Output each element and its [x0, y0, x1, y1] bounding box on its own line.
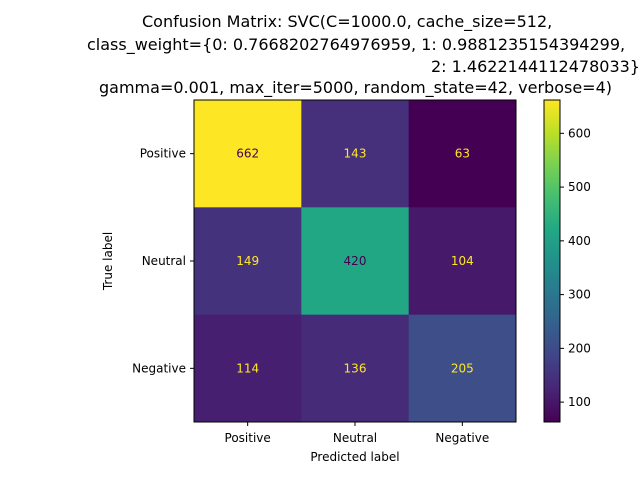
matrix-cell — [301, 207, 410, 316]
y-axis-label: True label — [101, 232, 115, 291]
y-tick-label: Positive — [140, 147, 186, 161]
matrix-cell — [408, 100, 517, 208]
cell-value-label: 420 — [344, 254, 367, 268]
matrix-cell — [408, 314, 517, 423]
chart-title-line-4: gamma=0.001, max_iter=5000, random_state… — [99, 78, 612, 97]
colorbar-tick-label: 300 — [568, 288, 591, 302]
cell-value-label: 104 — [451, 254, 474, 268]
chart-title-line-2: class_weight={0: 0.7668202764976959, 1: … — [87, 35, 626, 54]
colorbar-tick-label: 400 — [568, 234, 591, 248]
matrix-cell — [301, 314, 410, 423]
matrix-cell — [194, 207, 302, 316]
chart-title-line-1: Confusion Matrix: SVC(C=1000.0, cache_si… — [142, 12, 553, 31]
x-tick-label: Positive — [225, 431, 271, 445]
colorbar-ticks: 100 200 300 400 500 600 — [560, 126, 591, 409]
y-axis-ticks: Positive Neutral Negative — [132, 147, 194, 375]
y-tick-label: Neutral — [142, 254, 186, 268]
colorbar — [543, 99, 561, 423]
cell-value-label: 143 — [344, 147, 367, 161]
cell-value-label: 136 — [344, 361, 367, 375]
matrix-cells: 662 143 63 149 420 104 114 136 205 — [194, 100, 517, 423]
colorbar-tick-label: 600 — [568, 126, 591, 140]
colorbar-tick-label: 200 — [568, 341, 591, 355]
y-tick-label: Negative — [132, 361, 186, 375]
x-axis-label: Predicted label — [310, 450, 399, 464]
matrix-cell — [301, 100, 410, 208]
x-tick-label: Neutral — [333, 431, 377, 445]
cell-value-label: 149 — [236, 254, 259, 268]
colorbar-tick-label: 500 — [568, 180, 591, 194]
cell-value-label: 63 — [455, 147, 470, 161]
cell-value-label: 662 — [236, 147, 259, 161]
colorbar-tick-label: 100 — [568, 395, 591, 409]
x-tick-label: Negative — [435, 431, 489, 445]
matrix-cell — [408, 207, 517, 316]
matrix-cell — [194, 100, 302, 208]
cell-value-label: 114 — [236, 361, 259, 375]
chart-title-line-3: 2: 1.4622144112478033}, — [431, 57, 640, 76]
cell-value-label: 205 — [451, 361, 474, 375]
x-axis-ticks: Positive Neutral Negative — [225, 422, 489, 445]
matrix-cell — [194, 314, 302, 423]
